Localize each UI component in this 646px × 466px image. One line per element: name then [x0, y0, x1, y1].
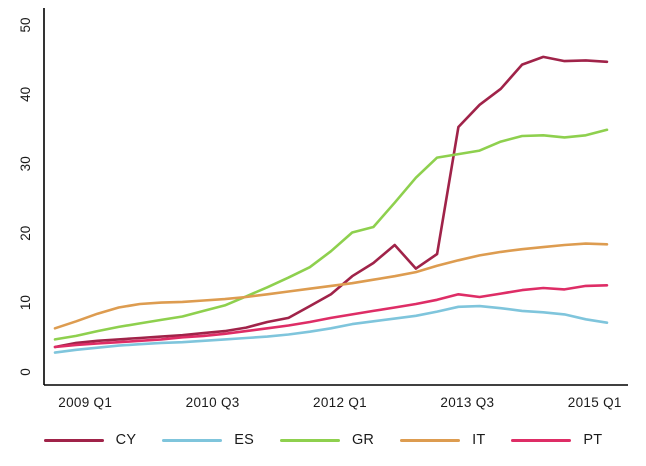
- series-line-pt: [53, 283, 609, 349]
- series-line-it: [53, 242, 609, 330]
- y-tick-label: 10: [18, 295, 33, 310]
- series-line-cy: [53, 55, 609, 349]
- legend: CY ES GR IT PT: [0, 424, 646, 456]
- legend-label-gr: GR: [351, 432, 375, 448]
- y-tick-label: 0: [18, 368, 33, 376]
- legend-swatch-it: [400, 438, 461, 442]
- y-tick-label: 50: [18, 17, 33, 32]
- legend-swatch-cy: [43, 438, 104, 442]
- legend-swatch-pt: [511, 438, 572, 442]
- series-line-gr: [53, 128, 609, 341]
- x-tick-label: 2015 Q1: [568, 395, 622, 410]
- y-tick-label: 20: [18, 226, 33, 241]
- legend-item-it: IT: [400, 432, 485, 448]
- legend-label-it: IT: [472, 432, 486, 448]
- x-tick-label: 2010 Q3: [186, 395, 240, 410]
- y-tick-label: 30: [18, 156, 33, 171]
- legend-item-gr: GR: [279, 432, 375, 448]
- x-tick-label: 2009 Q1: [58, 395, 112, 410]
- legend-item-cy: CY: [43, 432, 137, 448]
- x-tick-label: 2013 Q3: [440, 395, 494, 410]
- legend-label-pt: PT: [583, 432, 603, 448]
- series-line-es: [53, 304, 609, 354]
- legend-label-es: ES: [234, 432, 254, 448]
- legend-swatch-gr: [279, 438, 340, 442]
- legend-item-pt: PT: [511, 432, 602, 448]
- x-tick-label: 2012 Q1: [313, 395, 367, 410]
- plot-area: 0 10 20 30 40 50 2009 Q1 2010 Q3 2012 Q1 2013 Q3 2…: [18, 8, 628, 410]
- legend-item-es: ES: [162, 432, 254, 448]
- legend-swatch-es: [162, 438, 223, 442]
- legend-label-cy: CY: [115, 432, 137, 448]
- y-tick-label: 40: [18, 87, 33, 102]
